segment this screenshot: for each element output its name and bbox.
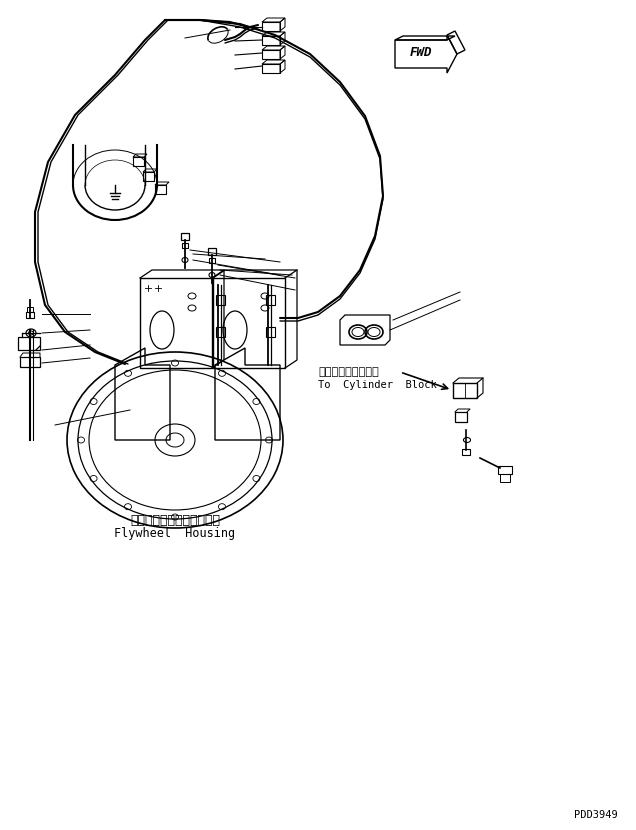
Bar (462, 449, 470, 455)
Bar (500, 474, 510, 482)
Bar (498, 466, 512, 474)
Bar (213, 278, 285, 368)
Bar (133, 157, 144, 166)
Bar (18, 337, 40, 350)
Bar (140, 278, 212, 368)
Bar (143, 172, 154, 181)
Bar (216, 295, 225, 305)
Bar (26, 312, 34, 318)
Bar (262, 22, 280, 31)
Bar (27, 307, 33, 312)
Bar (266, 327, 275, 337)
Bar (262, 64, 280, 73)
Bar (216, 327, 225, 337)
Bar (209, 258, 215, 263)
Text: FWD: FWD (410, 46, 432, 60)
Bar (453, 383, 477, 398)
Bar (20, 357, 40, 367)
Text: シリンダブロックヘ: シリンダブロックヘ (318, 367, 379, 377)
Bar (262, 36, 280, 45)
Bar (262, 50, 280, 59)
Bar (208, 248, 216, 255)
Bar (266, 295, 275, 305)
Text: PDD3949: PDD3949 (574, 810, 618, 820)
Bar (455, 412, 467, 422)
Text: Flywheel  Housing: Flywheel Housing (114, 528, 235, 540)
Text: フライホイールハウジング: フライホイールハウジング (130, 514, 220, 526)
Bar (182, 243, 188, 248)
Text: To  Cylinder  Block: To Cylinder Block (318, 380, 437, 390)
Bar (155, 185, 166, 194)
Bar (181, 233, 189, 240)
